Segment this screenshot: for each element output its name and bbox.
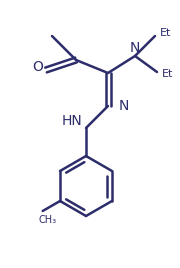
Text: O: O [33, 60, 43, 74]
Text: CH₃: CH₃ [39, 215, 57, 225]
Text: Et: Et [162, 69, 173, 79]
Text: Et: Et [160, 28, 171, 38]
Text: N: N [119, 99, 129, 113]
Text: HN: HN [61, 114, 82, 128]
Text: N: N [130, 41, 140, 55]
